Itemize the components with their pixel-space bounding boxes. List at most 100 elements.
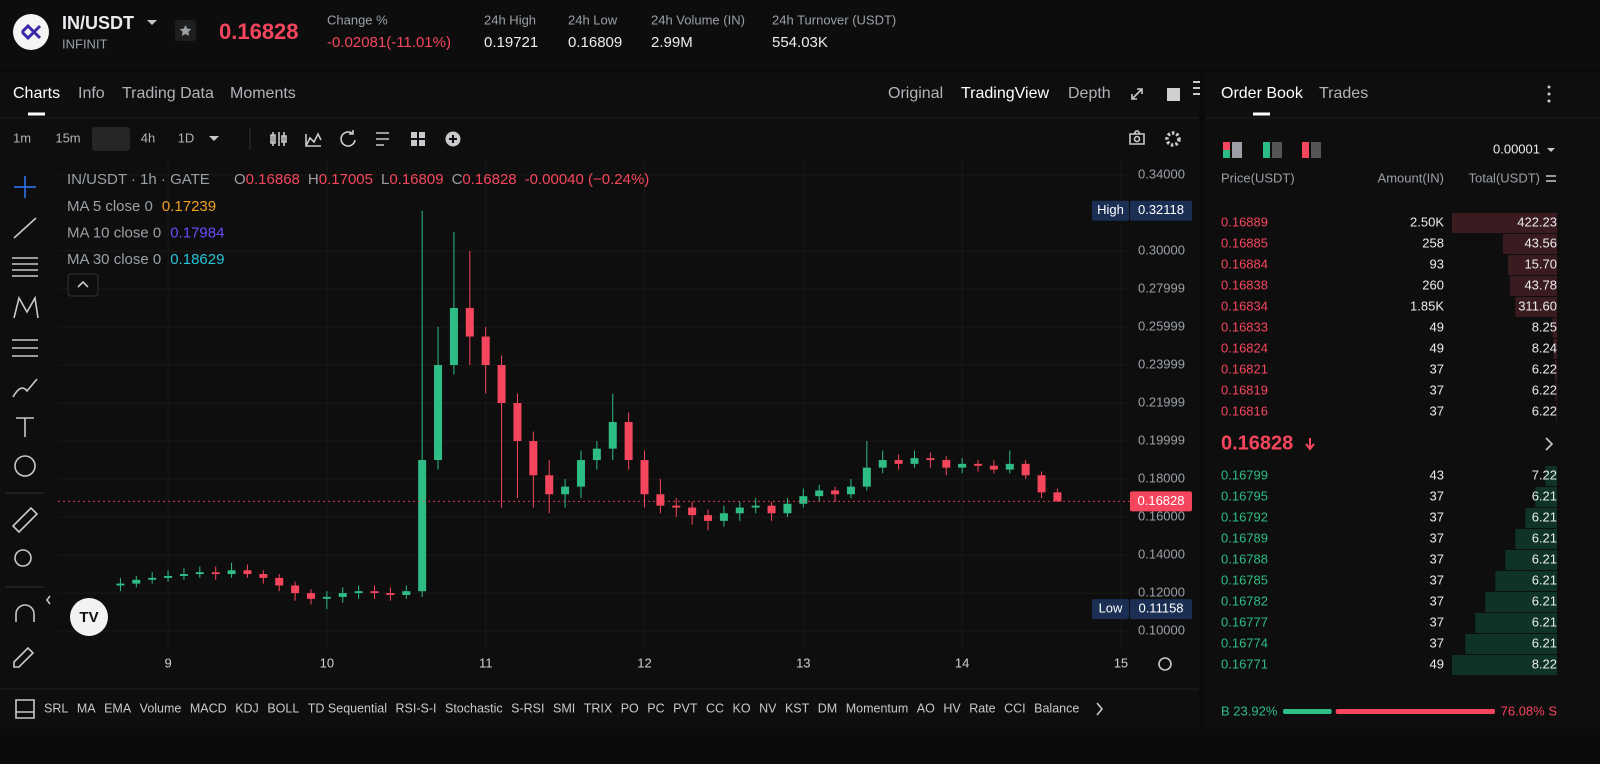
book-tab[interactable]: Trades [1319,85,1368,102]
price[interactable]: 0.16785 [1221,572,1268,587]
fullscreen-icon[interactable] [1131,88,1143,100]
indicator[interactable]: Momentum [846,701,909,715]
view-tab[interactable]: Depth [1068,85,1111,102]
indicator[interactable]: KST [785,701,810,715]
text-tool[interactable] [16,417,34,437]
indicator[interactable]: CC [706,701,724,715]
tab[interactable]: Moments [230,85,296,102]
indicator[interactable]: CCI [1004,701,1026,715]
indicator[interactable]: NV [759,701,777,715]
chart-settings[interactable] [1158,657,1172,671]
price[interactable]: 0.16777 [1221,614,1268,629]
price[interactable]: 0.16799 [1221,467,1268,482]
indicator[interactable]: S-RSI [511,701,544,715]
brush-tool[interactable] [12,378,38,398]
toggle-bids[interactable] [1263,142,1270,158]
projection-tool[interactable] [12,339,38,357]
settings-icon[interactable] [1165,131,1181,147]
crosshair-tool[interactable] [14,176,36,198]
indicator[interactable]: TRIX [584,701,613,715]
price[interactable]: 0.16884 [1221,256,1268,271]
price[interactable]: 0.16771 [1221,656,1268,671]
indicator[interactable]: AO [917,701,935,715]
pair[interactable]: IN/USDT [62,13,134,33]
indicator[interactable]: PVT [673,701,698,715]
indicator[interactable]: Stochastic [445,701,503,715]
price[interactable]: 0.16782 [1221,593,1268,608]
price[interactable]: 0.16788 [1221,551,1268,566]
indicator[interactable]: Volume [140,701,182,715]
lock-tool[interactable] [13,646,35,668]
indicator[interactable]: DM [818,701,837,715]
replay-icon[interactable] [340,130,356,147]
toggle-both[interactable] [1223,142,1230,150]
menu-icon[interactable] [1193,81,1200,95]
candle-type-icon[interactable] [270,132,287,146]
price[interactable]: 0.16816 [1221,403,1268,418]
price[interactable]: 0.16885 [1221,235,1268,250]
tab[interactable]: Trading Data [122,85,214,102]
indicator[interactable]: SMI [553,701,575,715]
price[interactable]: 0.16789 [1221,530,1268,545]
indicators-icon[interactable] [305,132,322,147]
indicator[interactable]: KDJ [235,701,259,715]
magnet-tool[interactable] [15,604,35,622]
toggle-asks[interactable] [1302,142,1309,158]
indicator[interactable]: KO [733,701,751,715]
price[interactable]: 0.16792 [1221,509,1268,524]
scroll-right[interactable] [1096,702,1104,716]
collapse-toolbar[interactable] [46,595,51,605]
tab[interactable]: Info [78,85,105,102]
price[interactable]: 0.16821 [1221,361,1268,376]
pattern-tool[interactable] [13,295,39,319]
indicator[interactable]: TD Sequential [308,701,387,715]
interval[interactable]: 15m [55,130,80,145]
price[interactable]: 0.16824 [1221,340,1268,355]
templates-icon[interactable] [376,132,389,146]
fib-tool[interactable] [12,257,38,277]
indicator[interactable]: PO [621,701,639,715]
indicator[interactable]: Balance [1034,701,1079,715]
ruler-tool[interactable] [11,506,39,534]
interval[interactable]: 4h [141,130,155,145]
emoji-tool[interactable] [14,455,36,477]
price[interactable]: 0.16833 [1221,319,1268,334]
price[interactable]: 0.16774 [1221,635,1268,650]
indicator[interactable]: MACD [190,701,227,715]
indicator[interactable]: PC [647,701,664,715]
more-icon[interactable] [1547,85,1551,89]
zoom-tool[interactable] [14,549,32,567]
indicator[interactable]: BOLL [267,701,299,715]
caret[interactable] [1547,148,1555,152]
layout-icon[interactable] [1167,88,1180,101]
indicator[interactable]: HV [943,701,961,715]
price[interactable]: 0.16819 [1221,382,1268,397]
indicator[interactable]: MA [77,701,96,715]
price[interactable]: 0.16795 [1221,488,1268,503]
interval[interactable]: 1m [13,130,31,145]
caret[interactable] [147,20,157,25]
indicator[interactable]: RSI-S-I [396,701,437,715]
tradingview-logo[interactable] [70,598,108,636]
sort-icon[interactable] [1546,175,1556,182]
book-tab[interactable]: Order Book [1221,85,1304,102]
layouts-icon[interactable] [411,132,425,146]
price[interactable]: 0.16838 [1221,277,1268,292]
precision[interactable]: 0.00001 [1493,141,1540,156]
price[interactable]: 0.16834 [1221,298,1268,313]
camera-icon[interactable] [1129,130,1145,145]
collapse-legend[interactable] [67,273,99,297]
tab[interactable]: Charts [13,85,60,102]
trendline-tool[interactable] [13,217,37,239]
price[interactable]: 0.16889 [1221,214,1268,229]
caret[interactable] [209,136,219,141]
view-tab[interactable]: TradingView [961,85,1049,102]
indicator[interactable]: EMA [104,701,132,715]
indicator[interactable]: SRL [44,701,68,715]
interval[interactable]: 1D [178,130,195,145]
panel-toggle[interactable] [15,699,35,719]
ohlc-key: O [234,171,246,188]
view-tab[interactable]: Original [888,85,943,102]
chevron-right[interactable] [1545,437,1554,451]
indicator[interactable]: Rate [969,701,995,715]
